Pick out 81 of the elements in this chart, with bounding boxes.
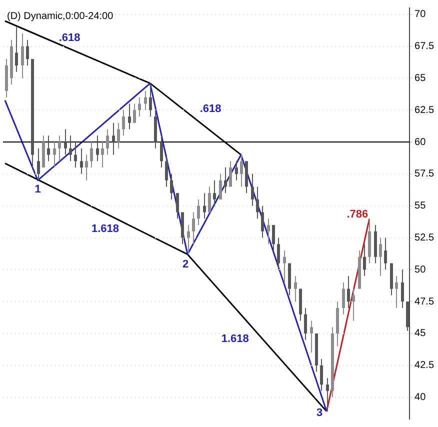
candlestick [310,320,313,354]
candlestick [229,160,232,188]
candlestick [112,122,115,156]
candlestick [224,167,227,194]
annotation: .786 [346,208,368,221]
candlestick [106,128,109,156]
candlestick [240,154,243,188]
candlestick [138,96,141,117]
candlestick [261,205,264,238]
candlestick [74,142,77,168]
candlestick [347,276,350,308]
candlestick [64,128,67,156]
candlestick [187,224,190,255]
candlestick [96,135,99,162]
candlestick [320,358,323,392]
candlestick [251,173,254,206]
candlestick [203,192,206,220]
candlestick [149,82,152,117]
candlestick [170,173,173,200]
candlestick [176,192,179,220]
y-tick-label: 45 [414,328,426,340]
y-tick-label: 52.5 [414,232,434,244]
candlestick [58,135,61,162]
candlestick [326,378,329,412]
candlestick [304,307,307,340]
annotation: .618 [200,103,222,116]
annotation: 3 [316,407,323,420]
y-tick-label: 55 [414,200,426,212]
candlestick [26,39,29,66]
y-tick-label: 47.5 [414,296,434,308]
y-tick-label: 42.5 [414,360,434,372]
candlestick [395,276,398,308]
chart-title: (D) Dynamic,0:00-24:00 [7,10,114,22]
candlestick [144,90,147,111]
y-tick-label: 70 [414,9,426,20]
candlestick [21,33,24,79]
candlestick [128,103,131,130]
candlestick [85,154,88,181]
candlestick [133,103,136,124]
candlestick [283,250,286,283]
candlestick [165,154,168,188]
candlestick [277,237,280,270]
candlestick [342,282,345,315]
candlestick [235,160,238,181]
candlestick [352,288,355,322]
candlestick [15,26,18,72]
candlestick [219,173,222,200]
annotation: 2 [182,258,189,270]
candlestick [272,224,275,252]
candlestick [379,237,382,277]
candlestick [384,237,387,270]
candlestick [53,142,56,168]
y-tick-label: 57.5 [414,168,434,180]
candlestick [192,212,195,245]
annotation: 1 [34,183,41,196]
candlestick [160,135,163,168]
candlestick [208,186,211,213]
candlestick [213,180,216,206]
candlestick [101,142,104,168]
candlestick [47,135,50,162]
candlestick [90,142,93,168]
y-tick-label: 50 [414,264,426,276]
annotation: .618 [58,32,80,44]
y-tick-label: 62.5 [414,104,434,116]
candlestick [256,186,259,220]
candlestick [69,135,72,162]
candlestick [363,244,366,277]
y-tick-label: 60 [414,136,426,148]
candlestick [122,110,125,136]
candlestick [197,198,200,226]
candlestick [294,276,297,302]
candlestick [117,122,120,149]
y-tick-label: 67.5 [414,41,434,52]
annotation: 1.618 [92,222,120,235]
y-tick-label: 65 [414,72,426,84]
y-tick-label: 40 [414,392,426,404]
candlestick [37,148,40,181]
candlestick [267,218,270,245]
annotation: 1.618 [221,332,249,345]
candlestick [401,269,404,308]
candlestick [80,148,83,174]
